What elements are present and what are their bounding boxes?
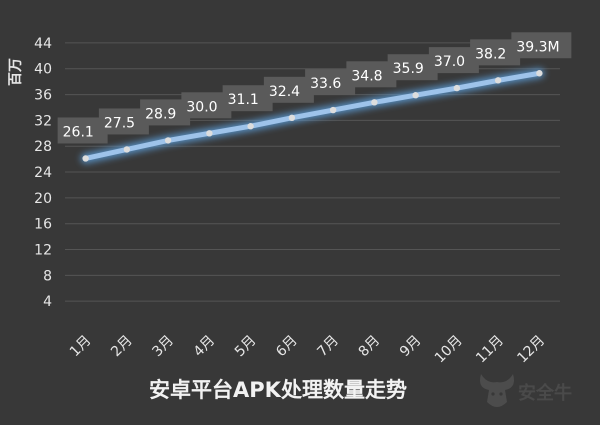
x-tick-label: 5月 bbox=[232, 333, 260, 361]
watermark-text: 安全牛 bbox=[518, 382, 572, 404]
x-tick-label: 9月 bbox=[397, 333, 425, 361]
bull-head-icon bbox=[480, 374, 514, 407]
data-label-box bbox=[511, 32, 572, 59]
data-point bbox=[371, 99, 378, 106]
data-label-text: 34.8 bbox=[351, 68, 382, 84]
y-tick-label: 36 bbox=[34, 88, 52, 104]
y-tick-label: 44 bbox=[34, 36, 52, 52]
data-label-text: 31.1 bbox=[228, 92, 259, 108]
series-line-path bbox=[83, 70, 542, 161]
data-label-text: 35.9 bbox=[393, 61, 424, 77]
data-point bbox=[412, 92, 419, 99]
data-point bbox=[247, 123, 254, 130]
data-label-text: 39.3M bbox=[516, 39, 559, 55]
data-label-text: 26.1 bbox=[63, 124, 94, 140]
data-labels: 26.1 27.5 28.9 30.0 31.1 32.4 33.6 34.8 35.9 37.0… bbox=[57, 32, 572, 144]
y-tick-label: 12 bbox=[34, 243, 52, 259]
data-label-text: 32.4 bbox=[269, 84, 300, 100]
y-tick-label: 32 bbox=[34, 113, 52, 129]
chart-title: 安卓平台APK处理数量走势 bbox=[149, 378, 407, 402]
y-tick-label: 40 bbox=[34, 62, 52, 78]
data-point bbox=[164, 137, 172, 144]
watermark: 安全牛 bbox=[480, 374, 572, 407]
x-tick-label: 2月 bbox=[108, 333, 136, 361]
data-point bbox=[494, 77, 502, 84]
x-tick-label: 10月 bbox=[432, 333, 466, 367]
x-tick-label: 4月 bbox=[191, 333, 219, 361]
y-tick-label: 24 bbox=[34, 165, 52, 181]
data-label: 32.4 bbox=[263, 76, 314, 103]
y-tick-label: 4 bbox=[43, 294, 52, 310]
y-tick-label: 8 bbox=[43, 268, 52, 284]
y-tick-label: 16 bbox=[34, 217, 52, 233]
data-point bbox=[329, 106, 337, 114]
y-axis-label: 百万 bbox=[8, 58, 24, 86]
x-tick-label: 7月 bbox=[314, 333, 342, 361]
data-point bbox=[82, 155, 89, 162]
x-tick-label: 8月 bbox=[356, 333, 384, 361]
x-tick-label: 6月 bbox=[273, 333, 301, 361]
data-point bbox=[453, 84, 461, 92]
series-line bbox=[80, 68, 545, 164]
data-label-text: 33.6 bbox=[310, 76, 341, 92]
data-point bbox=[206, 130, 213, 137]
data-label-text: 28.9 bbox=[145, 106, 176, 122]
x-axis-ticks: 1月 2月 3月 4月 5月 6月 7月 8月 9月 10月 11月 12月 bbox=[67, 333, 548, 367]
data-label-text: 37.0 bbox=[434, 54, 465, 70]
data-point bbox=[536, 70, 543, 77]
x-tick-label: 12月 bbox=[514, 333, 548, 367]
data-label-text: 38.2 bbox=[475, 46, 506, 62]
y-axis-ticks: 4 8 12 16 20 24 28 32 36 40 44 bbox=[34, 36, 52, 310]
data-point bbox=[288, 114, 296, 122]
data-label-text: 30.0 bbox=[186, 99, 217, 115]
x-tick-label: 3月 bbox=[149, 333, 177, 361]
x-tick-label: 1月 bbox=[67, 333, 95, 361]
x-tick-label: 11月 bbox=[473, 333, 507, 367]
data-label-text: 27.5 bbox=[104, 115, 135, 131]
y-tick-label: 28 bbox=[34, 139, 52, 155]
data-point bbox=[123, 146, 131, 153]
data-label: 39.3M bbox=[511, 32, 572, 59]
y-tick-label: 20 bbox=[34, 191, 52, 207]
